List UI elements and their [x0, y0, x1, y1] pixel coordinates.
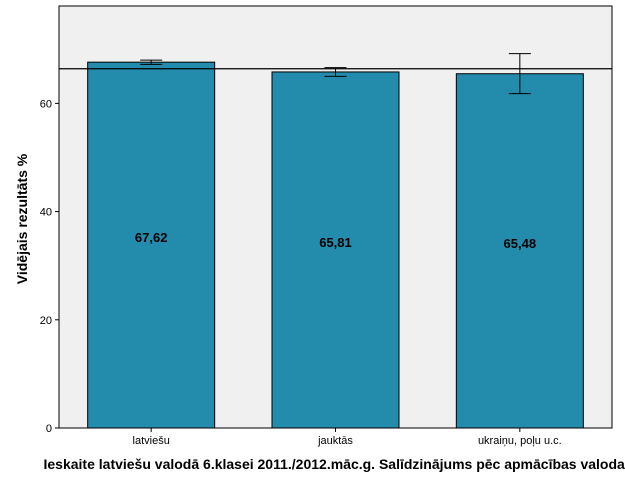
y-tick-label-0: 0	[46, 423, 52, 435]
bar-value-label-2: 65,48	[504, 236, 537, 251]
chart-title: Ieskaite latviešu valodā 6.klasei 2011./…	[43, 456, 625, 472]
bar-0	[87, 61, 216, 429]
y-tick-label-1: 20	[40, 315, 52, 327]
x-tick-label-1: jauktās	[317, 435, 353, 447]
x-tick-label-0: latviešu	[133, 435, 170, 447]
bar-value-label-1: 65,81	[319, 235, 352, 250]
bar-value-label-0: 67,62	[135, 230, 168, 245]
x-tick-label-2: ukraiņu, poļu u.c.	[478, 435, 562, 447]
bar-2	[455, 73, 584, 429]
y-tick-label-3: 60	[40, 98, 52, 110]
y-axis-label: Vidējais rezultāts %	[14, 153, 30, 284]
y-tick-label-2: 40	[40, 207, 52, 219]
